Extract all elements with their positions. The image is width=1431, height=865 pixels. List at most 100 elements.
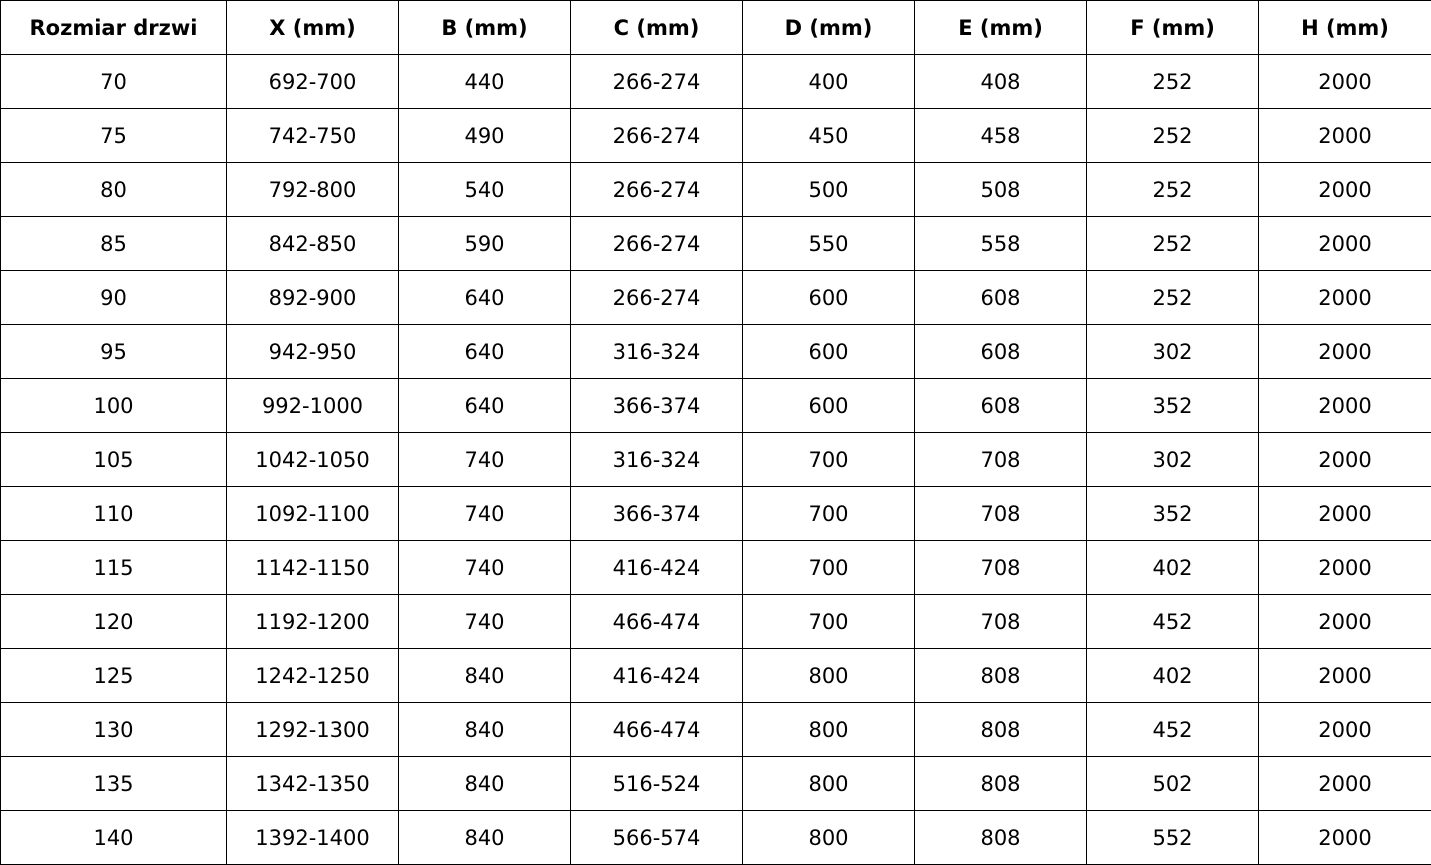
- table-cell: 2000: [1258, 540, 1431, 595]
- table-cell: 402: [1086, 540, 1259, 595]
- table-cell: 266-274: [570, 270, 743, 325]
- table-row: 100 992-1000 640 366-374 600 608 352 2000: [0, 378, 1431, 433]
- table-cell: 640: [398, 378, 571, 433]
- table-body: 70 692-700 440 266-274 400 408 252 2000 75 742-75…: [0, 54, 1431, 865]
- table-cell: 80: [0, 162, 227, 217]
- table-cell: 1092-1100: [226, 486, 399, 541]
- table-cell: 740: [398, 486, 571, 541]
- table-cell: 892-900: [226, 270, 399, 325]
- table-cell: 366-374: [570, 378, 743, 433]
- table-cell: 740: [398, 540, 571, 595]
- table-cell: 2000: [1258, 702, 1431, 757]
- table-cell: 840: [398, 648, 571, 703]
- table-row: 80 792-800 540 266-274 500 508 252 2000: [0, 162, 1431, 217]
- table-row: 135 1342-1350 840 516-524 800 808 502 2000: [0, 756, 1431, 811]
- table-cell: 708: [914, 540, 1087, 595]
- table-row: 95 942-950 640 316-324 600 608 302 2000: [0, 324, 1431, 379]
- table-cell: 808: [914, 756, 1087, 811]
- table-cell: 316-324: [570, 324, 743, 379]
- table-cell: 466-474: [570, 702, 743, 757]
- table-cell: 1392-1400: [226, 810, 399, 865]
- table-cell: 840: [398, 756, 571, 811]
- table-cell: 100: [0, 378, 227, 433]
- table-cell: 2000: [1258, 756, 1431, 811]
- table-cell: 115: [0, 540, 227, 595]
- table-cell: 800: [742, 648, 915, 703]
- table-row: 120 1192-1200 740 466-474 700 708 452 2000: [0, 594, 1431, 649]
- table-row: 130 1292-1300 840 466-474 800 808 452 2000: [0, 702, 1431, 757]
- table-cell: 252: [1086, 270, 1259, 325]
- table-cell: 130: [0, 702, 227, 757]
- table-cell: 490: [398, 108, 571, 163]
- table-cell: 640: [398, 324, 571, 379]
- table-cell: 608: [914, 270, 1087, 325]
- table-cell: 90: [0, 270, 227, 325]
- table-cell: 110: [0, 486, 227, 541]
- table-cell: 840: [398, 810, 571, 865]
- table-cell: 840: [398, 702, 571, 757]
- table-cell: 608: [914, 324, 1087, 379]
- table-cell: 808: [914, 702, 1087, 757]
- table-cell: 740: [398, 432, 571, 487]
- table-cell: 800: [742, 756, 915, 811]
- column-header: Rozmiar drzwi: [0, 0, 227, 55]
- table-cell: 252: [1086, 216, 1259, 271]
- table-row: 90 892-900 640 266-274 600 608 252 2000: [0, 270, 1431, 325]
- table-cell: 700: [742, 594, 915, 649]
- table-cell: 792-800: [226, 162, 399, 217]
- table-cell: 590: [398, 216, 571, 271]
- table-cell: 125: [0, 648, 227, 703]
- table-cell: 600: [742, 270, 915, 325]
- table-cell: 252: [1086, 54, 1259, 109]
- column-header: E (mm): [914, 0, 1087, 55]
- table-cell: 402: [1086, 648, 1259, 703]
- table-cell: 408: [914, 54, 1087, 109]
- table-cell: 352: [1086, 486, 1259, 541]
- table-cell: 302: [1086, 432, 1259, 487]
- table-cell: 700: [742, 432, 915, 487]
- table-cell: 2000: [1258, 54, 1431, 109]
- table-cell: 1042-1050: [226, 432, 399, 487]
- table-cell: 458: [914, 108, 1087, 163]
- table-cell: 75: [0, 108, 227, 163]
- table-cell: 416-424: [570, 540, 743, 595]
- table-cell: 302: [1086, 324, 1259, 379]
- table-cell: 516-524: [570, 756, 743, 811]
- table-cell: 608: [914, 378, 1087, 433]
- table-cell: 316-324: [570, 432, 743, 487]
- table-cell: 95: [0, 324, 227, 379]
- table-cell: 508: [914, 162, 1087, 217]
- table-cell: 266-274: [570, 216, 743, 271]
- column-header: H (mm): [1258, 0, 1431, 55]
- table-row: 75 742-750 490 266-274 450 458 252 2000: [0, 108, 1431, 163]
- table-cell: 2000: [1258, 270, 1431, 325]
- table-cell: 466-474: [570, 594, 743, 649]
- table-cell: 1292-1300: [226, 702, 399, 757]
- column-header: X (mm): [226, 0, 399, 55]
- table-cell: 266-274: [570, 108, 743, 163]
- table-row: 85 842-850 590 266-274 550 558 252 2000: [0, 216, 1431, 271]
- table-cell: 1342-1350: [226, 756, 399, 811]
- table-cell: 708: [914, 432, 1087, 487]
- column-header: B (mm): [398, 0, 571, 55]
- table-cell: 708: [914, 486, 1087, 541]
- table-cell: 800: [742, 702, 915, 757]
- table-cell: 366-374: [570, 486, 743, 541]
- table-cell: 500: [742, 162, 915, 217]
- table-cell: 2000: [1258, 810, 1431, 865]
- header-row: Rozmiar drzwi X (mm) B (mm) C (mm) D (mm) E (…: [0, 0, 1431, 55]
- table-cell: 1242-1250: [226, 648, 399, 703]
- table-cell: 942-950: [226, 324, 399, 379]
- table-cell: 700: [742, 540, 915, 595]
- table-cell: 440: [398, 54, 571, 109]
- table-cell: 700: [742, 486, 915, 541]
- table-cell: 550: [742, 216, 915, 271]
- table-cell: 452: [1086, 702, 1259, 757]
- table-cell: 2000: [1258, 486, 1431, 541]
- table-cell: 842-850: [226, 216, 399, 271]
- table-row: 115 1142-1150 740 416-424 700 708 402 2000: [0, 540, 1431, 595]
- table-cell: 2000: [1258, 594, 1431, 649]
- table-cell: 742-750: [226, 108, 399, 163]
- table-cell: 2000: [1258, 378, 1431, 433]
- table-cell: 1142-1150: [226, 540, 399, 595]
